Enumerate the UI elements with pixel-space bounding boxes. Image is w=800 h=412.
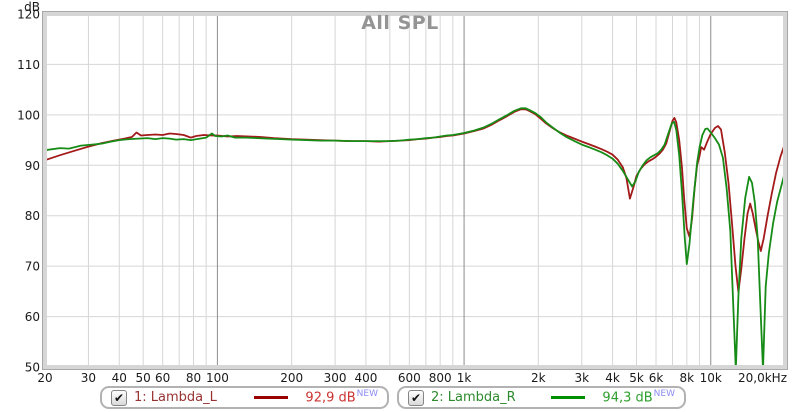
x-tick-label: 40 xyxy=(112,371,127,385)
x-tick-label: 6k xyxy=(649,371,664,385)
x-tick-label: 100 xyxy=(206,371,229,385)
grid-lines xyxy=(45,14,785,367)
plot-border-band xyxy=(43,12,787,369)
x-tick-label: 300 xyxy=(324,371,347,385)
checkbox-lambda-r[interactable]: ✔ xyxy=(408,389,424,406)
new-badge: NEW xyxy=(356,389,378,400)
legend-value-lambda-r: 94,3 dBNEW xyxy=(602,389,675,406)
x-tick-label: 30 xyxy=(81,371,96,385)
x-tick-label: 60 xyxy=(155,371,170,385)
legend-label-lambda-r: 2: Lambda_R xyxy=(431,390,516,405)
y-tick-label: 120 xyxy=(17,8,40,22)
x-tick-label: 8k xyxy=(680,371,695,385)
x-tick-label: 10k xyxy=(700,371,722,385)
y-tick-label: 80 xyxy=(25,209,40,223)
x-tick-label: 2k xyxy=(531,371,546,385)
y-tick-label: 90 xyxy=(25,159,40,173)
new-badge: NEW xyxy=(653,389,675,400)
x-tick-label: 800 xyxy=(429,371,452,385)
chart-title: All SPL xyxy=(361,12,439,34)
legend-label-lambda-l: 1: Lambda_L xyxy=(134,390,217,405)
x-tick-label: 600 xyxy=(398,371,421,385)
x-tick-label: 400 xyxy=(354,371,377,385)
x-tick-label: 5k xyxy=(629,371,644,385)
trace-curves xyxy=(45,107,785,367)
y-tick-label: 100 xyxy=(17,108,40,122)
x-tick-label: 1k xyxy=(457,371,472,385)
x-tick-label: 50 xyxy=(136,371,151,385)
legend-value-lambda-l: 92,9 dBNEW xyxy=(305,389,378,406)
trace-lambda_r xyxy=(45,107,785,367)
x-tick-label: 200 xyxy=(280,371,303,385)
legend-item-lambda-l[interactable]: ✔ 1: Lambda_L 92,9 dBNEW xyxy=(100,386,389,409)
y-tick-label: 70 xyxy=(25,260,40,274)
x-tick-label: 20 xyxy=(37,371,52,385)
legend-line-sample-lambda-l xyxy=(254,396,289,399)
trace-lambda_l xyxy=(45,108,785,293)
x-tick-label: 4k xyxy=(605,371,620,385)
plot-frame xyxy=(42,11,788,370)
x-tick-label: 3k xyxy=(574,371,589,385)
y-tick-label: 60 xyxy=(25,310,40,324)
y-tick-label: 50 xyxy=(25,361,40,375)
x-tick-label: 20,0kHz xyxy=(738,371,787,385)
checkbox-lambda-l[interactable]: ✔ xyxy=(111,389,127,406)
y-tick-label: 110 xyxy=(17,58,40,72)
legend-line-sample-lambda-r xyxy=(551,396,586,399)
x-tick-label: 80 xyxy=(186,371,201,385)
y-axis-unit-label: dB xyxy=(24,0,40,14)
axis-tick-labels: 20 30 40 50 60 80 100 200 300 400 600 800 1k 2k 3k 4k 5k… xyxy=(17,0,787,385)
plot-border-edge xyxy=(42,11,788,370)
legend-item-lambda-r[interactable]: ✔ 2: Lambda_R 94,3 dBNEW xyxy=(397,386,686,409)
